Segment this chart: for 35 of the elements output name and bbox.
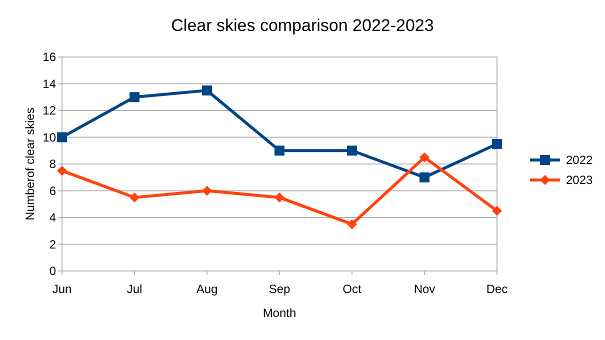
point [202, 186, 212, 196]
point [492, 206, 502, 216]
y-tick-label: 14 [42, 76, 56, 91]
point [420, 172, 430, 182]
x-tick-label: Dec [486, 282, 508, 296]
x-axis-title: Month [262, 306, 296, 320]
y-tick-label: 8 [49, 157, 56, 172]
point [274, 146, 284, 156]
y-tick-label: 10 [42, 130, 56, 144]
point [57, 132, 67, 142]
x-tick-label: Oct [342, 282, 362, 296]
point [274, 192, 284, 202]
y-tick-label: 4 [49, 210, 56, 225]
x-tick-label: Jul [126, 282, 142, 296]
point [420, 152, 430, 162]
y-tick-label: 2 [49, 237, 56, 252]
legend-label: 2023 [566, 173, 594, 188]
point [492, 138, 502, 149]
point [347, 146, 357, 156]
y-tick-label: 16 [42, 50, 56, 64]
point [130, 192, 140, 202]
y-tick-label: 6 [49, 184, 56, 198]
point [202, 85, 212, 96]
y-tick-label: 12 [42, 104, 56, 118]
point [347, 219, 357, 230]
y-tick-label: 0 [49, 264, 56, 278]
x-tick-label: Sep [268, 282, 290, 296]
point [57, 166, 67, 176]
point [130, 92, 140, 102]
x-tick-label: Jun [52, 282, 72, 296]
x-tick-label: Nov [414, 282, 436, 296]
chart-title: Clear skies comparison 2022-2023 [171, 16, 434, 35]
y-axis-title: Numberof clear skies [23, 108, 37, 220]
legend-label: 2022 [566, 153, 594, 168]
x-tick-label: Aug [196, 282, 218, 296]
